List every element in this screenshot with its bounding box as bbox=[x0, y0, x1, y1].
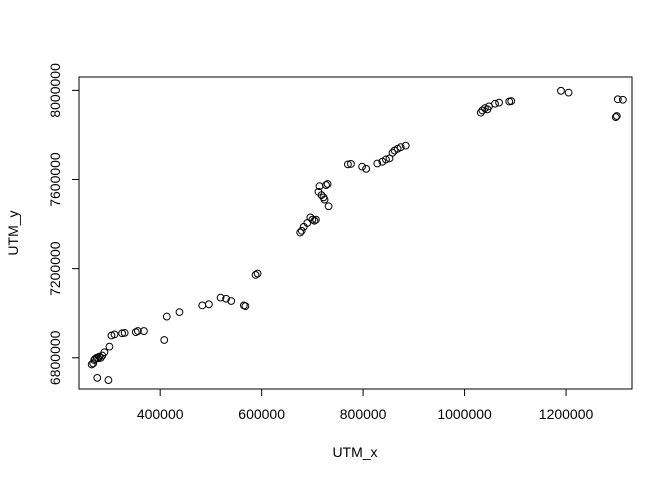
data-point bbox=[297, 226, 306, 235]
data-point bbox=[251, 270, 260, 279]
x-tick-label: 1200000 bbox=[539, 406, 594, 422]
y-tick-label: 7200000 bbox=[47, 241, 63, 296]
data-point bbox=[241, 302, 250, 310]
y-tick-label: 7600000 bbox=[47, 152, 63, 207]
data-point bbox=[613, 95, 622, 104]
data-point bbox=[222, 294, 231, 303]
data-point bbox=[323, 180, 332, 188]
data-point bbox=[362, 164, 371, 173]
data-point bbox=[91, 355, 100, 363]
x-tick-label: 1000000 bbox=[437, 406, 492, 422]
x-tick-label: 800000 bbox=[340, 406, 387, 422]
data-point bbox=[312, 215, 320, 224]
data-point bbox=[96, 353, 105, 362]
data-point bbox=[227, 297, 236, 305]
data-point bbox=[310, 216, 319, 225]
data-point bbox=[204, 300, 213, 309]
data-point bbox=[93, 373, 102, 382]
data-point bbox=[89, 359, 98, 368]
data-point bbox=[347, 160, 355, 168]
data-point bbox=[105, 342, 114, 351]
data-point bbox=[322, 181, 330, 189]
data-point bbox=[110, 330, 119, 339]
data-point bbox=[133, 327, 142, 335]
x-tick-label: 600000 bbox=[238, 406, 285, 422]
data-point bbox=[140, 327, 148, 335]
data-point bbox=[476, 108, 485, 117]
data-point bbox=[343, 160, 352, 169]
x-axis: 400000 600000 800000 1000000 1200000 bbox=[137, 388, 594, 422]
data-point bbox=[495, 98, 503, 107]
data-point bbox=[612, 112, 621, 120]
data-point bbox=[120, 328, 129, 337]
y-tick-label: 6800000 bbox=[47, 330, 63, 385]
data-point bbox=[104, 376, 113, 384]
data-point bbox=[131, 328, 140, 337]
data-point bbox=[296, 228, 305, 237]
data-point bbox=[320, 195, 329, 204]
data-point bbox=[175, 308, 184, 317]
data-point bbox=[308, 215, 317, 224]
data-point bbox=[478, 106, 487, 115]
data-point bbox=[491, 99, 499, 108]
x-axis-label: UTM_x bbox=[332, 444, 377, 460]
data-point bbox=[216, 293, 225, 302]
data-point bbox=[611, 113, 620, 122]
data-point bbox=[358, 162, 366, 171]
y-tick-label: 8000000 bbox=[47, 63, 63, 118]
data-point bbox=[618, 95, 627, 104]
data-point bbox=[87, 360, 96, 369]
x-tick-label: 400000 bbox=[137, 406, 184, 422]
data-point bbox=[100, 348, 109, 357]
data-point bbox=[382, 155, 390, 164]
data-point bbox=[198, 301, 207, 310]
data-point bbox=[160, 336, 169, 344]
data-point bbox=[557, 86, 565, 95]
data-points bbox=[87, 86, 627, 384]
y-axis-label: UTM_y bbox=[5, 210, 21, 255]
data-point bbox=[396, 143, 405, 152]
data-point bbox=[162, 312, 171, 321]
data-point bbox=[373, 159, 382, 168]
data-point bbox=[507, 97, 516, 105]
data-point bbox=[564, 88, 573, 97]
data-point bbox=[324, 202, 333, 211]
data-point bbox=[253, 269, 262, 278]
data-point bbox=[401, 141, 410, 150]
data-point bbox=[388, 148, 397, 157]
y-axis: 6800000 7200000 7600000 8000000 bbox=[47, 63, 80, 385]
